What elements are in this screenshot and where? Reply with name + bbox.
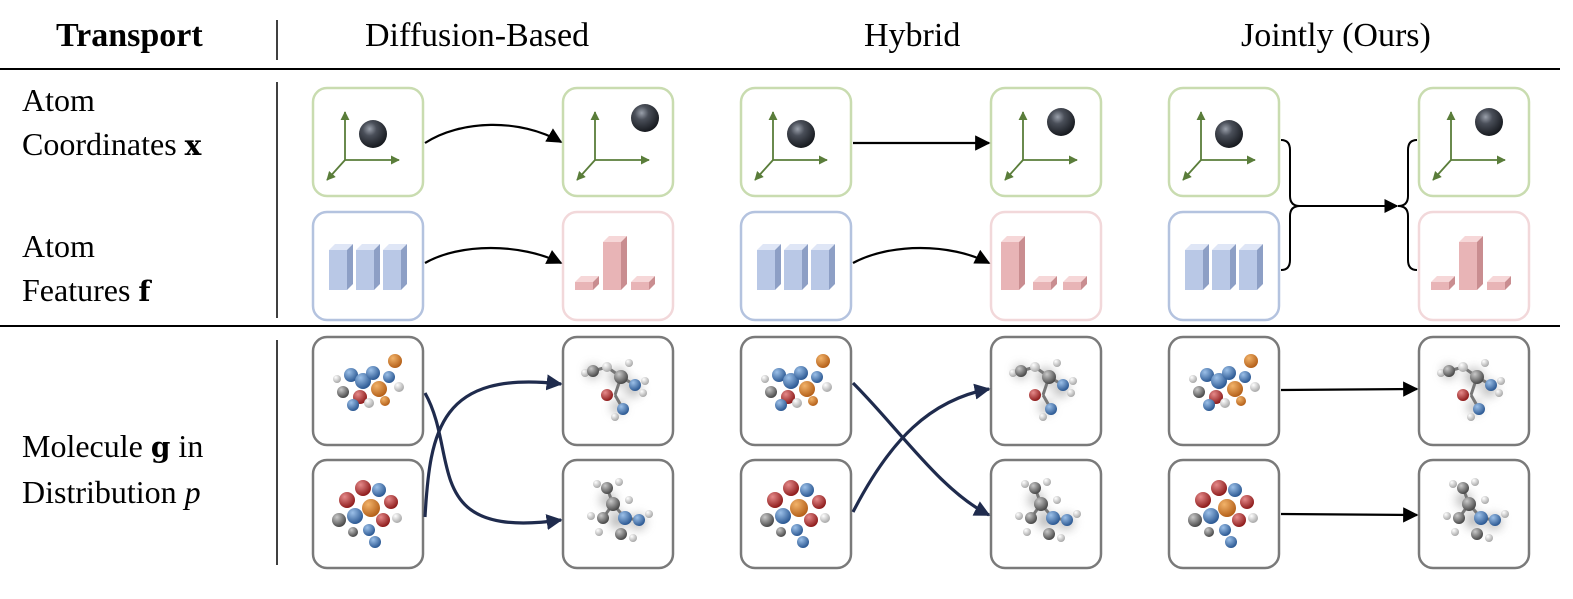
joint-features-target-box [1417, 210, 1531, 322]
diffusion-clean-molecule-2 [561, 458, 675, 570]
atom-sphere-icon [1475, 108, 1503, 136]
label-distribution-text: Distribution [22, 474, 185, 510]
atom-sphere-icon [1215, 120, 1243, 148]
atom-sphere-icon [787, 120, 815, 148]
label-coords-line2: Coordinates x [22, 122, 201, 168]
joint-coords-target-box [1417, 86, 1531, 198]
bar-histogram-icon [329, 244, 407, 290]
joint-left-brace [1280, 139, 1301, 271]
joint-right-brace [1397, 139, 1418, 271]
atom-sphere-icon [631, 104, 659, 132]
label-features-line1: Atom [22, 228, 95, 264]
joint-clean-molecule-1 [1417, 335, 1531, 447]
diffusion-coords-arrow [424, 123, 563, 144]
bar-histogram-icon [1185, 244, 1263, 290]
hybrid-cross-arrow-1 [851, 381, 991, 517]
header-jointly: Jointly (Ours) [1241, 17, 1431, 54]
hybrid-cross-arrow-2 [851, 383, 991, 513]
label-coords-line1: Atom [22, 82, 95, 118]
hybrid-features-prior-box [739, 210, 853, 322]
joint-noisy-molecule-1 [1167, 335, 1281, 447]
label-features-text: Features [22, 272, 139, 308]
header-transport: Transport [56, 17, 203, 54]
label-atom-coordinates: Atom Coordinates x [22, 78, 201, 168]
hybrid-coords-prior-box [739, 86, 853, 198]
diffusion-coords-target-box [561, 86, 675, 198]
joint-clean-molecule-2 [1417, 458, 1531, 570]
joint-noisy-molecule-2 [1167, 458, 1281, 570]
diffusion-features-target-box [561, 210, 675, 322]
diffusion-noisy-molecule-2 [311, 458, 425, 570]
atom-sphere-icon [359, 120, 387, 148]
hybrid-noisy-molecule-2 [739, 458, 853, 570]
header-hybrid: Hybrid [864, 17, 961, 54]
label-molecule-line1: Molecule g in [22, 424, 203, 470]
label-features-symbol: f [138, 275, 151, 308]
joint-molecule-arrow-1 [1280, 381, 1419, 397]
label-coords-symbol: x [184, 129, 202, 162]
diffusion-cross-arrow-2 [423, 374, 563, 518]
header-diffusion-based: Diffusion-Based [365, 17, 590, 54]
label-molecule-symbol: g [150, 431, 171, 464]
label-molecule-tail: in [170, 428, 204, 464]
diffusion-clean-molecule-1 [561, 335, 675, 447]
diffusion-coords-prior-box [311, 86, 425, 198]
hybrid-clean-molecule-2 [989, 458, 1103, 570]
diffusion-cross-arrow-1 [423, 392, 563, 530]
hybrid-noisy-molecule-1 [739, 335, 853, 447]
diffusion-features-prior-box [311, 210, 425, 322]
joint-molecule-arrow-2 [1280, 507, 1419, 523]
hybrid-features-target-box [989, 210, 1103, 322]
atom-sphere-icon [1047, 108, 1075, 136]
diffusion-noisy-molecule-1 [311, 335, 425, 447]
label-coords-text: Coordinates [22, 126, 185, 162]
label-molecule-line2: Distribution p [22, 470, 203, 514]
hybrid-clean-molecule-1 [989, 335, 1103, 447]
bar-histogram-icon [757, 244, 835, 290]
label-molecule-text: Molecule [22, 428, 151, 464]
label-distribution-symbol: p [184, 474, 201, 510]
joint-coords-prior-box [1167, 86, 1281, 198]
label-molecule-distribution: Molecule g in Distribution p [22, 424, 203, 514]
hybrid-coords-target-box [989, 86, 1103, 198]
hybrid-features-arrow [852, 246, 991, 264]
label-features-line2: Features f [22, 268, 150, 314]
joint-features-prior-box [1167, 210, 1281, 322]
diffusion-features-arrow [424, 246, 563, 264]
label-atom-features: Atom Features f [22, 224, 150, 314]
